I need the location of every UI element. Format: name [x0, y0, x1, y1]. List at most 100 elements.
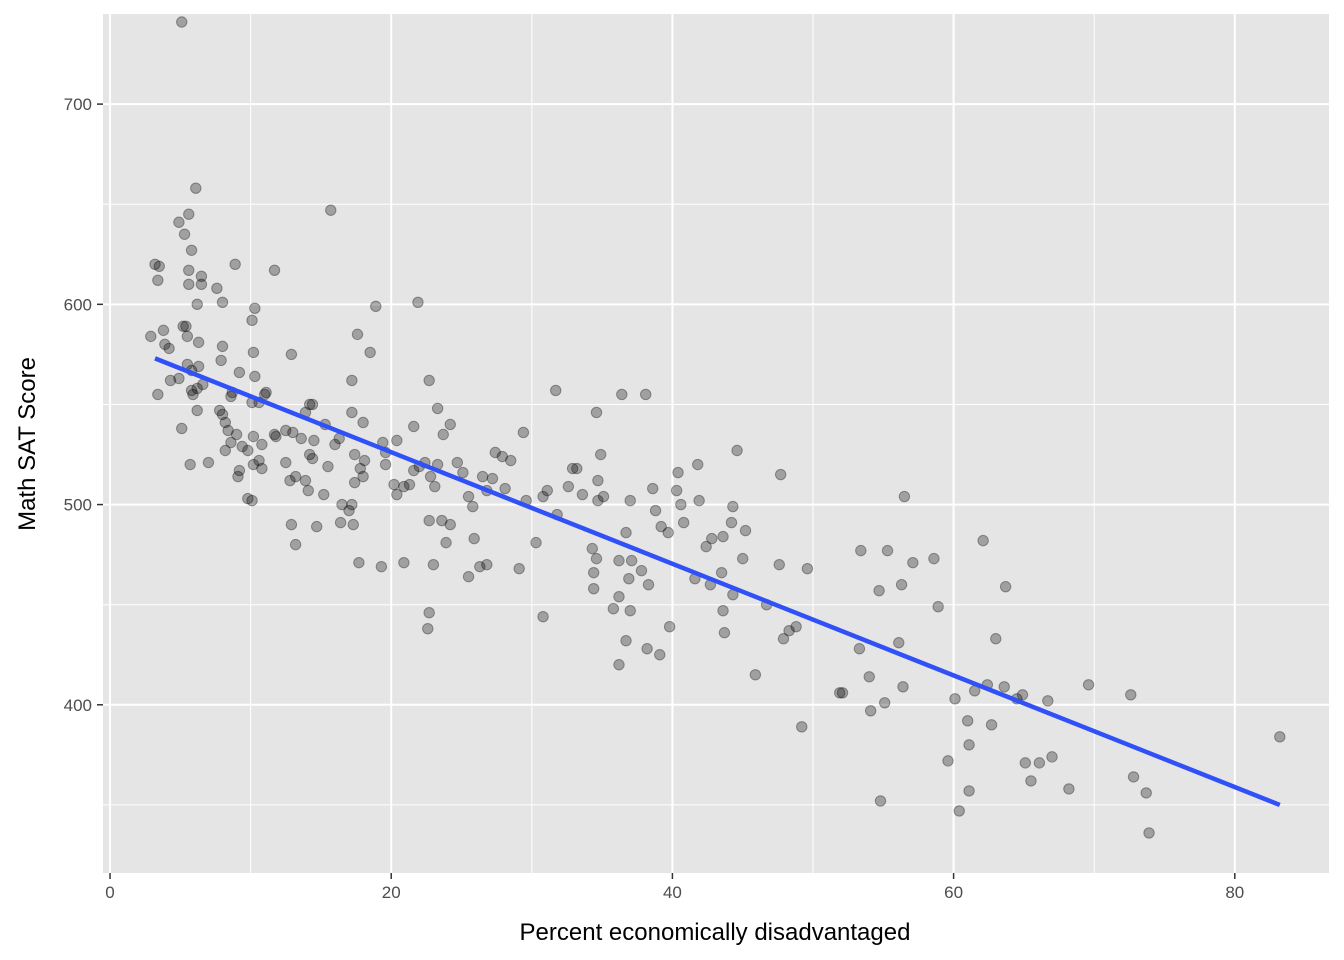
- data-point: [623, 572, 635, 585]
- data-point: [347, 518, 359, 531]
- data-point: [152, 388, 164, 401]
- data-point: [932, 600, 944, 613]
- data-point: [1127, 771, 1140, 783]
- data-point: [642, 578, 655, 591]
- data-point: [590, 552, 603, 565]
- y-tick-label: 700: [64, 95, 92, 114]
- data-point: [566, 462, 579, 475]
- data-point: [468, 532, 480, 545]
- data-point: [268, 428, 281, 441]
- data-point: [370, 300, 382, 313]
- data-point: [1140, 787, 1152, 799]
- data-point: [336, 498, 348, 511]
- data-point: [388, 478, 400, 491]
- data-point: [412, 296, 424, 309]
- data-point: [624, 494, 636, 507]
- data-point: [351, 328, 364, 341]
- data-point: [999, 580, 1012, 593]
- data-point: [693, 494, 705, 507]
- data-point: [284, 474, 296, 487]
- data-point: [427, 558, 440, 571]
- data-point: [654, 649, 666, 661]
- data-point: [706, 532, 718, 545]
- data-point: [173, 216, 185, 228]
- data-point: [672, 466, 684, 479]
- data-point: [225, 390, 237, 403]
- data-point: [640, 388, 652, 401]
- data-point: [247, 346, 260, 359]
- data-point: [881, 544, 894, 557]
- data-point: [157, 324, 170, 337]
- grid: [103, 14, 1329, 873]
- data-point: [874, 795, 887, 807]
- data-point: [1016, 689, 1029, 701]
- x-tick-label: 0: [105, 883, 114, 902]
- data-point: [289, 470, 302, 483]
- data-point: [348, 476, 361, 489]
- data-point: [590, 406, 603, 419]
- data-point: [191, 404, 203, 417]
- data-point: [260, 386, 272, 399]
- data-point: [898, 490, 911, 503]
- data-point: [303, 398, 316, 411]
- data-point: [216, 296, 229, 309]
- data-point: [178, 228, 191, 240]
- data-point: [855, 544, 867, 557]
- x-axis: 0 20 40 60 80: [105, 873, 1244, 902]
- trend-line: [154, 356, 1281, 808]
- data-point: [641, 643, 653, 655]
- data-point: [192, 360, 205, 373]
- data-point: [173, 372, 185, 385]
- data-point: [749, 669, 762, 681]
- data-point: [587, 582, 600, 595]
- data-point: [423, 606, 435, 619]
- data-point: [625, 554, 638, 567]
- data-point: [481, 558, 493, 571]
- data-point: [949, 693, 961, 705]
- data-point: [963, 739, 975, 751]
- data-point: [308, 434, 320, 447]
- data-point: [537, 611, 549, 623]
- data-point: [391, 434, 403, 447]
- data-point: [620, 635, 632, 647]
- data-point: [334, 516, 347, 529]
- data-point: [893, 637, 905, 649]
- data-point: [379, 458, 392, 471]
- data-point: [184, 458, 196, 471]
- x-tick-label: 60: [944, 883, 963, 902]
- data-point: [550, 384, 562, 397]
- data-point: [295, 432, 307, 445]
- data-point: [1042, 695, 1054, 707]
- data-point: [249, 302, 261, 315]
- data-point: [183, 208, 195, 220]
- data-point: [476, 470, 489, 483]
- data-point: [662, 526, 674, 539]
- data-point: [398, 556, 410, 569]
- data-point: [731, 444, 743, 457]
- data-point: [451, 456, 464, 469]
- data-point: [737, 552, 749, 565]
- data-point: [398, 480, 410, 493]
- data-point: [863, 671, 875, 683]
- y-tick-label: 600: [64, 295, 92, 314]
- data-point: [1033, 757, 1046, 769]
- data-point: [576, 488, 589, 501]
- data-point: [246, 314, 258, 327]
- data-point: [953, 805, 965, 817]
- data-point: [176, 422, 188, 435]
- data-point: [474, 560, 486, 573]
- x-axis-title: Percent economically disadvantaged: [520, 919, 911, 946]
- data-point: [961, 715, 974, 727]
- data-point: [700, 540, 712, 553]
- data-point: [692, 458, 704, 471]
- data-point: [195, 270, 208, 283]
- data-point: [801, 562, 814, 575]
- data-point: [256, 462, 268, 475]
- data-point: [233, 464, 246, 477]
- data-point: [246, 494, 258, 507]
- data-point: [423, 514, 435, 527]
- data-point: [299, 474, 312, 487]
- data-point: [444, 518, 456, 531]
- data-point: [774, 468, 787, 481]
- data-point: [677, 516, 690, 529]
